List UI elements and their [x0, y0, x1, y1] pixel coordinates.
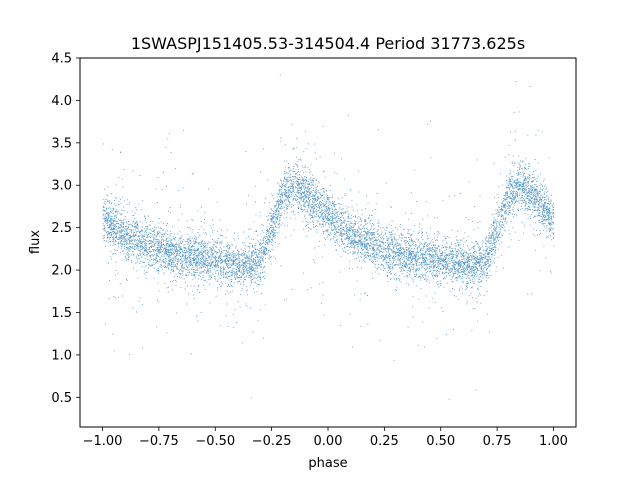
- x-tick-label: 0.00: [314, 434, 343, 449]
- x-tick-label: 0.25: [370, 434, 399, 449]
- data-points: [102, 74, 555, 400]
- data-point: [102, 74, 555, 400]
- y-tick-label: 4.5: [51, 52, 72, 67]
- y-tick-label: 4.0: [51, 94, 72, 109]
- x-tick-label: 0.75: [483, 434, 512, 449]
- x-tick-label: 1.00: [539, 434, 568, 449]
- y-tick-label: 0.5: [51, 391, 72, 406]
- y-tick-label: 1.0: [51, 348, 72, 363]
- y-tick-label: 3.5: [51, 136, 72, 151]
- y-tick-label: 2.5: [51, 221, 72, 236]
- x-tick-label: −0.75: [139, 434, 179, 449]
- chart-title: 1SWASPJ151405.53-314504.4 Period 31773.6…: [131, 34, 525, 53]
- x-tick-label: −0.50: [195, 434, 235, 449]
- x-tick-label: 0.50: [426, 434, 455, 449]
- y-tick-label: 1.5: [51, 306, 72, 321]
- y-axis-label: flux: [28, 230, 43, 254]
- x-axis-label: phase: [308, 456, 347, 471]
- y-tick-label: 3.0: [51, 179, 72, 194]
- y-tick-label: 2.0: [51, 264, 72, 279]
- x-tick-label: −1.00: [83, 434, 123, 449]
- y-axis: 0.5 1.0 1.5 2.0 2.5 3.0 3.5 4.0 4.5: [51, 52, 80, 406]
- x-tick-label: −0.25: [252, 434, 292, 449]
- x-axis: −1.00 −0.75 −0.50 −0.25 0.00 0.25 0.50 0.75 1.00: [83, 427, 568, 449]
